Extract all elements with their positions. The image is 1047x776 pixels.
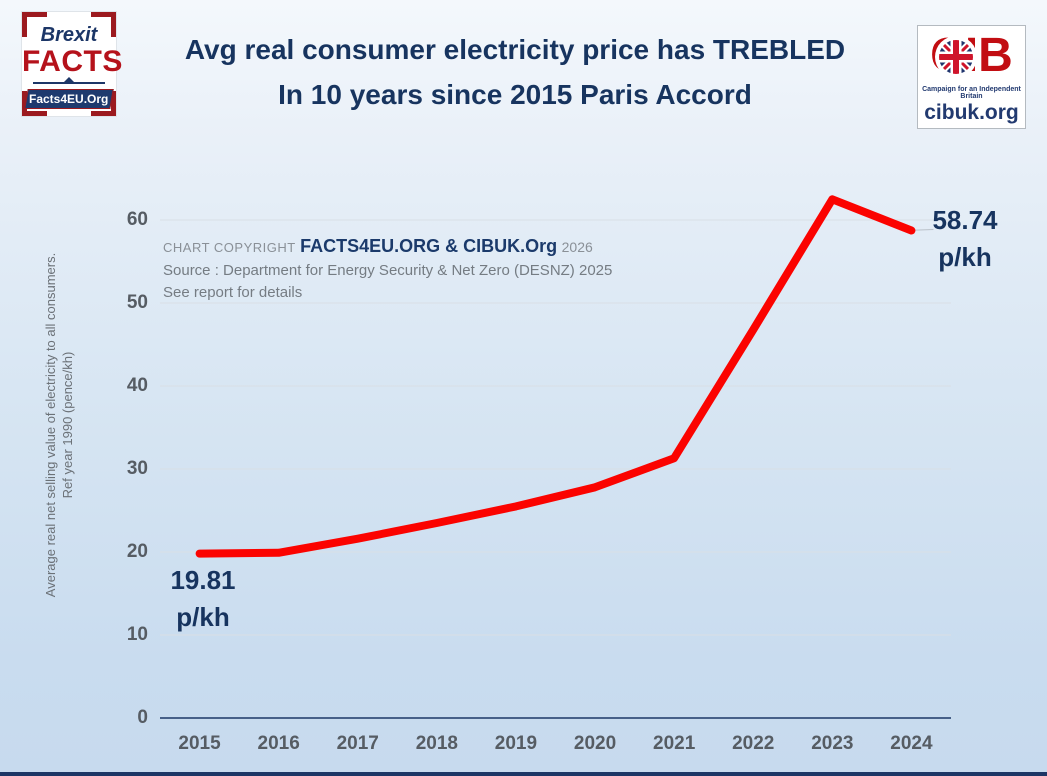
end-value-label: 58.74 p/kh — [923, 202, 1007, 276]
x-tick-label: 2017 — [336, 733, 379, 754]
report-note: See report for details — [163, 284, 303, 301]
x-tick-label: 2020 — [573, 733, 617, 754]
x-tick-label: 2015 — [178, 733, 221, 754]
triangle-icon — [64, 77, 74, 82]
source-line: Source : Department for Energy Security … — [163, 262, 613, 279]
copyright-prefix: CHART COPYRIGHT — [163, 240, 296, 255]
logo-corner-bracket — [22, 12, 47, 37]
y-tick-label: 50 — [126, 292, 148, 313]
y-tick-label: 20 — [126, 541, 148, 562]
logo-corner-bracket — [91, 91, 116, 116]
copyright-line: CHART COPYRIGHT FACTS4EU.ORG & CIBUK.Org… — [163, 236, 612, 257]
start-unit: p/kh — [176, 602, 230, 632]
copyright-brand: FACTS4EU.ORG & CIBUK.Org — [300, 236, 558, 256]
cib-logo: CIB Campaign for an Independent Britain … — [917, 25, 1026, 129]
x-tick-label: 2019 — [494, 733, 538, 754]
brexit-facts-logo: Brexit FACTS Facts4EU.Org — [22, 12, 123, 116]
logo-divider — [33, 77, 105, 84]
brexit-wordmark: Brexit — [40, 24, 98, 46]
cib-tagline: Campaign for an Independent Britain — [922, 86, 1021, 100]
price-series-line — [195, 195, 916, 558]
start-value-label: 19.81 p/kh — [157, 562, 249, 636]
y-tick-label: 30 — [126, 458, 148, 479]
y-tick-label: 0 — [137, 707, 148, 728]
x-tick-label: 2023 — [811, 733, 854, 754]
title-line-2: In 10 years since 2015 Paris Accord — [278, 79, 752, 110]
cib-wordmark-wrap: CIB — [918, 26, 1025, 84]
end-unit: p/kh — [938, 242, 992, 272]
title-line-1: Avg real consumer electricity price has … — [184, 34, 846, 65]
x-tick-label: 2018 — [415, 733, 458, 754]
y-tick-label: 10 — [126, 624, 148, 645]
facts-wordmark: FACTS — [22, 45, 123, 78]
copyright-year: 2026 — [561, 239, 593, 255]
union-jack-roundel-icon — [935, 36, 977, 78]
x-tick-label: 2024 — [890, 733, 933, 754]
start-value: 19.81 — [170, 565, 236, 595]
x-tick-label: 2022 — [732, 733, 775, 754]
y-tick-label: 40 — [126, 375, 148, 396]
logo-corner-bracket — [91, 12, 116, 37]
x-tick-label: 2021 — [653, 733, 696, 754]
end-value: 58.74 — [932, 205, 998, 235]
bottom-border-strip — [0, 772, 1047, 776]
x-tick-label: 2016 — [257, 733, 300, 754]
copyright-block: CHART COPYRIGHT FACTS4EU.ORG & CIBUK.Org… — [163, 236, 612, 301]
y-tick-label: 60 — [126, 209, 148, 230]
cib-url: cibuk.org — [924, 101, 1019, 124]
chart-title: Avg real consumer electricity price has … — [120, 27, 910, 117]
